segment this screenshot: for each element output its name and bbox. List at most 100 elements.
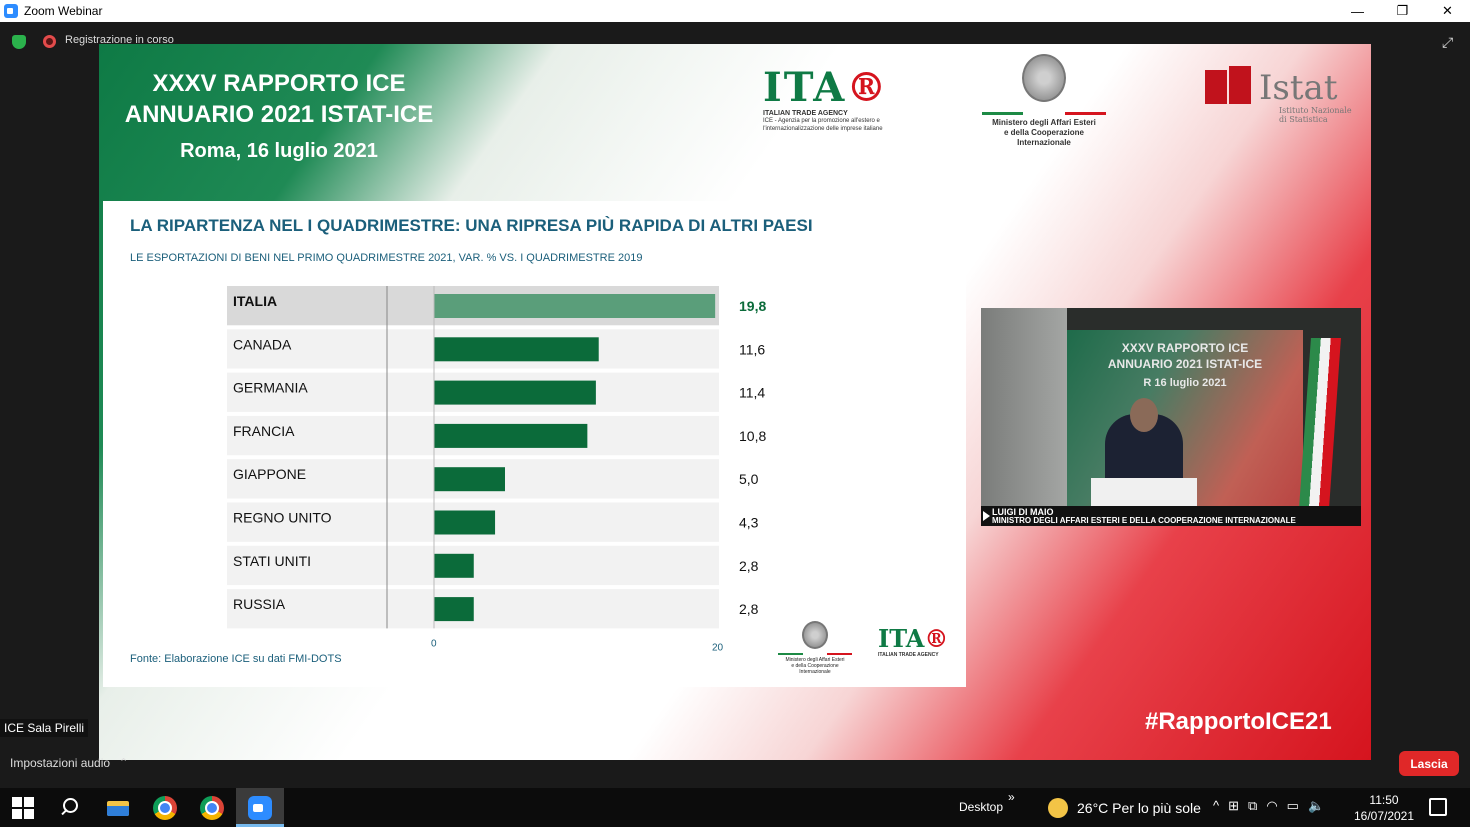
value-label: 2,8 bbox=[739, 558, 759, 574]
bar bbox=[434, 510, 496, 535]
value-label: 2,8 bbox=[739, 601, 759, 617]
maeci-logo-line1: Ministero degli Affari Esteri bbox=[992, 118, 1096, 127]
weather-text[interactable]: 26°C Per lo più sole bbox=[1077, 800, 1201, 816]
fullscreen-icon[interactable]: ⤢ bbox=[1442, 34, 1454, 50]
chevron-right-icon[interactable]: » bbox=[1008, 790, 1015, 804]
x-tick-label: 0 bbox=[431, 638, 437, 649]
hashtag: #RapportoICE21 bbox=[1145, 708, 1332, 735]
istat-logo-line2: di Statistica bbox=[1279, 115, 1328, 124]
value-label: 11,6 bbox=[739, 341, 765, 357]
small-maeci-logo: Ministero degli Affari Esteri e della Co… bbox=[775, 621, 855, 675]
export-growth-bar-chart: ITALIA 19,8 CANADA 11,6 GERMANIA 11,4 FRANCIA 1… bbox=[227, 286, 766, 653]
meeting-area: Registrazione in corso ⤢ XXXV RAPPORTO I… bbox=[0, 22, 1470, 788]
slide-title-line2: ANNUARIO 2021 ISTAT-ICE bbox=[124, 101, 434, 128]
category-label: REGNO UNITO bbox=[233, 510, 332, 526]
window-titlebar: Zoom Webinar — ❐ ✕ bbox=[0, 0, 1470, 22]
clock-date: 16/07/2021 bbox=[1353, 809, 1415, 823]
battery-icon[interactable]: ▭ bbox=[1286, 798, 1299, 813]
ita-logo-mark: ITA® bbox=[763, 64, 889, 111]
video-backdrop-title: XXXV RAPPORTO ICE ANNUARIO 2021 ISTAT-IC… bbox=[1107, 341, 1263, 371]
category-label: GERMANIA bbox=[233, 380, 308, 396]
volume-icon[interactable]: 🔈 bbox=[1307, 798, 1325, 813]
maeci-logo: Ministero degli Affari Esteri e della Co… bbox=[979, 54, 1109, 148]
windows-taskbar: Desktop » 26°C Per lo più sole ^ ⊞ ⧉ ◠ ▭… bbox=[0, 788, 1470, 827]
value-label: 4,3 bbox=[739, 515, 759, 531]
video-backdrop-date: R 16 luglio 2021 bbox=[1143, 377, 1227, 389]
speaker-role: MINISTRO DEGLI AFFARI ESTERI E DELLA COO… bbox=[992, 516, 1296, 525]
bar bbox=[434, 553, 474, 578]
speaker-caption: LUIGI DI MAIO MINISTRO DEGLI AFFARI ESTE… bbox=[981, 506, 1361, 526]
weather-sun-icon[interactable] bbox=[1048, 798, 1068, 818]
desktop-toolbar-label[interactable]: Desktop bbox=[959, 800, 1004, 814]
ita-logo-line2: ICE - Agenzia per la promozione all'este… bbox=[763, 118, 880, 124]
slide-date: Roma, 16 luglio 2021 bbox=[180, 140, 378, 162]
recording-label: Registrazione in corso bbox=[65, 34, 174, 46]
chevron-up-icon[interactable]: ⌃ bbox=[119, 757, 129, 769]
bar bbox=[434, 597, 474, 622]
chrome-icon-2[interactable] bbox=[200, 796, 224, 820]
system-tray: ^ ⊞ ⧉ ◠ ▭ 🔈 bbox=[1213, 798, 1324, 814]
podium bbox=[1091, 478, 1197, 508]
italian-flag bbox=[1299, 338, 1341, 508]
notifications-icon[interactable] bbox=[1429, 798, 1447, 816]
bar bbox=[434, 423, 588, 448]
bar bbox=[434, 380, 596, 405]
speaker-name: LUIGI DI MAIO bbox=[992, 507, 1054, 517]
slide-title: XXXV RAPPORTO ICE ANNUARIO 2021 ISTAT-IC… bbox=[99, 68, 459, 130]
ita-logo: ITA® ITALIAN TRADE AGENCY ICE - Agenzia … bbox=[763, 66, 903, 133]
windows-start-icon[interactable] bbox=[12, 797, 34, 819]
meeting-controls: Impostazioni audio ⌃ Lascia bbox=[0, 738, 1470, 788]
window-title: Zoom Webinar bbox=[24, 4, 103, 18]
category-label: FRANCIA bbox=[233, 423, 295, 439]
small-ita-line: ITALIAN TRADE AGENCY bbox=[878, 652, 939, 658]
window-controls: — ❐ ✕ bbox=[1335, 0, 1470, 22]
shared-slide: XXXV RAPPORTO ICE ANNUARIO 2021 ISTAT-IC… bbox=[99, 44, 1371, 760]
chart-panel: LA RIPARTENZA NEL I QUADRIMESTRE: UNA RI… bbox=[103, 201, 966, 687]
small-emblem-icon bbox=[802, 621, 828, 649]
caption-arrow-icon bbox=[983, 511, 990, 521]
ita-logo-line3: l'internazionalizzazione delle imprese i… bbox=[763, 126, 883, 132]
audio-settings-button[interactable]: Impostazioni audio bbox=[10, 756, 111, 770]
search-icon[interactable] bbox=[59, 796, 83, 820]
chart-title: LA RIPARTENZA NEL I QUADRIMESTRE: UNA RI… bbox=[130, 216, 813, 235]
chrome-icon[interactable] bbox=[153, 796, 177, 820]
file-explorer-icon[interactable] bbox=[106, 796, 130, 820]
maeci-logo-line2: e della Cooperazione Internazionale bbox=[1003, 128, 1085, 147]
speaker-video[interactable]: XXXV RAPPORTO ICE ANNUARIO 2021 ISTAT-IC… bbox=[981, 308, 1361, 526]
category-label: CANADA bbox=[233, 336, 292, 352]
category-label: STATI UNITI bbox=[233, 553, 311, 569]
istat-logo-name: Istat bbox=[1259, 68, 1338, 108]
category-label: RUSSIA bbox=[233, 596, 286, 612]
zoom-app-icon bbox=[4, 4, 18, 18]
wifi-icon[interactable]: ◠ bbox=[1266, 798, 1278, 813]
bar bbox=[434, 337, 599, 362]
zoom-icon bbox=[248, 796, 272, 820]
category-label: ITALIA bbox=[233, 293, 277, 309]
bar bbox=[434, 467, 505, 492]
close-button[interactable]: ✕ bbox=[1442, 3, 1453, 18]
istat-logo: Istat Istituto Nazionale di Statistica bbox=[1205, 66, 1352, 124]
istat-mark-icon bbox=[1205, 70, 1227, 104]
clock[interactable]: 11:50 16/07/2021 bbox=[1352, 792, 1416, 824]
restore-button[interactable]: ❐ bbox=[1396, 3, 1409, 18]
leave-button[interactable]: Lascia bbox=[1399, 751, 1459, 776]
small-maeci-line2: e della Cooperazione Internazionale bbox=[791, 663, 839, 675]
chart-subtitle: LE ESPORTAZIONI DI BENI NEL PRIMO QUADRI… bbox=[130, 252, 643, 264]
clock-time: 11:50 bbox=[1369, 793, 1399, 807]
minimize-button[interactable]: — bbox=[1351, 3, 1364, 19]
small-ita-logo: ITA® ITALIAN TRADE AGENCY bbox=[878, 624, 949, 659]
monitor-icon[interactable]: ⊞ bbox=[1228, 798, 1240, 813]
category-label: GIAPPONE bbox=[233, 466, 306, 482]
ita-logo-line1: ITALIAN TRADE AGENCY bbox=[763, 110, 848, 117]
chart-source: Fonte: Elaborazione ICE su dati FMI-DOTS bbox=[130, 653, 342, 665]
zoom-taskbar-button[interactable] bbox=[236, 788, 284, 827]
x-tick-label: 20 bbox=[712, 642, 724, 653]
participant-name-label: ICE Sala Pirelli bbox=[0, 719, 89, 737]
small-maeci-line1: Ministero degli Affari Esteri bbox=[785, 657, 845, 663]
value-label: 11,4 bbox=[739, 385, 765, 401]
istat-logo-line1: Istituto Nazionale bbox=[1279, 106, 1352, 115]
display-icon[interactable]: ⧉ bbox=[1248, 798, 1258, 813]
show-hidden-icons-icon[interactable]: ^ bbox=[1213, 798, 1220, 813]
slide-title-line1: XXXV RAPPORTO ICE bbox=[152, 70, 406, 97]
encryption-shield-icon[interactable] bbox=[12, 35, 26, 49]
